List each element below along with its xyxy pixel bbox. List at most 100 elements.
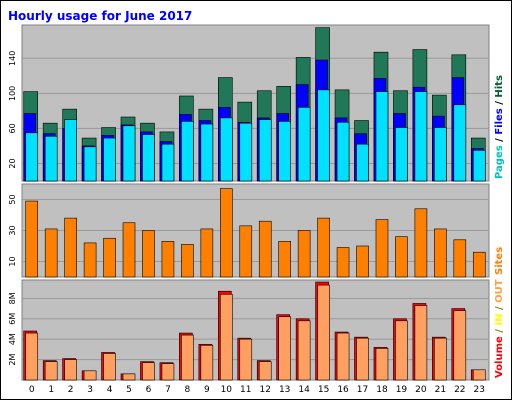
x-tick-label: 22 (454, 385, 465, 395)
bar-out-23 (472, 369, 486, 381)
bar-pages-14 (297, 107, 311, 182)
bar-out-21 (434, 337, 447, 381)
bar-out-4 (103, 353, 116, 381)
x-tick-label: 12 (260, 385, 271, 395)
x-tick-label: 13 (279, 385, 290, 395)
legend-entry: IN (494, 313, 505, 325)
y-tick-label: 4M (8, 333, 17, 345)
legend-entry: Pages (494, 145, 505, 179)
bar-out-16 (336, 332, 350, 381)
x-tick-label: 16 (337, 385, 349, 395)
chart-title: Hourly usage for June 2017 (8, 9, 192, 23)
bar-out-22 (453, 310, 467, 381)
x-tick-label: 17 (357, 385, 368, 395)
bar-out-14 (297, 320, 311, 381)
y-tick-label: 8M (8, 292, 17, 304)
legend-entry: / (494, 326, 505, 337)
bar-sites-6 (142, 230, 155, 278)
bar-out-11 (239, 338, 253, 381)
y-tick-label: 50 (8, 194, 17, 204)
legend-entry: OUT (494, 279, 505, 303)
bar-pages-5 (122, 125, 136, 182)
bar-pages-12 (258, 119, 272, 182)
legend-text: Volume / IN / OUT (494, 279, 505, 378)
panel-top-background (21, 24, 490, 182)
bar-pages-15 (317, 89, 330, 182)
x-tick-label: 18 (376, 385, 388, 395)
x-tick-label: 23 (474, 385, 485, 395)
bar-sites-17 (356, 245, 369, 278)
panel-middle: 10 30 50 (8, 182, 491, 279)
x-tick-label: 1 (48, 385, 54, 395)
legend-entry: / (494, 98, 505, 109)
bar-pages-8 (181, 121, 194, 182)
legend-entry: Sites (494, 247, 505, 275)
bar-sites-1 (44, 228, 58, 278)
bar-sites-13 (278, 241, 291, 278)
x-tick-label: 14 (298, 385, 310, 395)
legend-entry: Files (494, 108, 505, 134)
legend-entry: Volume (494, 336, 505, 378)
bar-sites-8 (181, 244, 194, 278)
bar-out-18 (375, 348, 389, 381)
x-tick-label: 7 (165, 385, 171, 395)
y-tick-label: 30 (8, 225, 17, 235)
bar-pages-19 (395, 127, 408, 182)
x-axis-labels: 0 1 2 3 4 5 6 7 8 9 10 11 12 13 14 15 16 17 18 19 20 21 22 23 (29, 385, 485, 395)
bar-out-3 (83, 370, 97, 381)
y-tick-label: 20 (8, 158, 17, 168)
legend-entry: Hits (494, 75, 505, 98)
bar-out-13 (278, 316, 291, 381)
bar-sites-3 (83, 242, 97, 278)
bar-out-1 (44, 361, 58, 381)
bar-sites-20 (414, 208, 428, 278)
x-tick-label: 5 (126, 385, 132, 395)
bar-sites-19 (395, 236, 408, 278)
bar-out-9 (200, 345, 214, 381)
bar-sites-22 (453, 239, 467, 278)
bar-out-8 (181, 334, 194, 381)
chart-panels: 20 60 100 140 10 30 50 2M 4M 6M 8M (8, 23, 491, 382)
bar-pages-11 (239, 122, 253, 182)
bar-pages-13 (278, 121, 291, 182)
bar-sites-15 (317, 217, 330, 278)
bar-sites-23 (472, 251, 486, 278)
bar-pages-16 (336, 121, 350, 182)
bar-pages-7 (161, 143, 175, 182)
x-tick-label: 11 (240, 385, 251, 395)
bar-out-10 (220, 293, 233, 381)
bar-out-17 (356, 337, 369, 381)
chart-legends: Pages / Files / Hits Sites Volume / IN / O… (494, 75, 505, 378)
bar-out-19 (395, 320, 408, 381)
bar-sites-10 (220, 188, 233, 278)
x-tick-label: 20 (415, 385, 427, 395)
bar-out-7 (161, 363, 175, 381)
bar-pages-20 (414, 91, 428, 182)
bar-out-2 (64, 359, 77, 381)
legend-text: Sites (494, 247, 505, 275)
bar-pages-4 (103, 137, 116, 182)
panel-bottom: 2M 4M 6M 8M (8, 278, 491, 382)
bar-sites-4 (103, 237, 116, 278)
legend-text: Pages / Files / Hits (494, 75, 505, 179)
legend-entry: / (494, 303, 505, 314)
bar-pages-1 (44, 136, 58, 182)
bar-out-20 (414, 305, 428, 381)
x-tick-label: 21 (435, 385, 446, 395)
bar-pages-10 (220, 117, 233, 182)
legend-bottom: Volume / IN / OUT (494, 279, 505, 378)
bar-sites-16 (336, 247, 350, 278)
bar-sites-14 (297, 230, 311, 278)
x-tick-label: 10 (221, 385, 233, 395)
y-tick-label: 60 (8, 123, 17, 133)
bar-sites-5 (122, 222, 136, 278)
bar-sites-18 (375, 219, 389, 278)
bar-sites-11 (239, 225, 253, 278)
bar-pages-6 (142, 134, 155, 182)
bar-pages-18 (375, 91, 389, 182)
x-tick-label: 9 (204, 385, 210, 395)
x-tick-label: 3 (87, 385, 93, 395)
y-tick-label: 10 (8, 256, 17, 266)
x-tick-label: 8 (185, 385, 191, 395)
